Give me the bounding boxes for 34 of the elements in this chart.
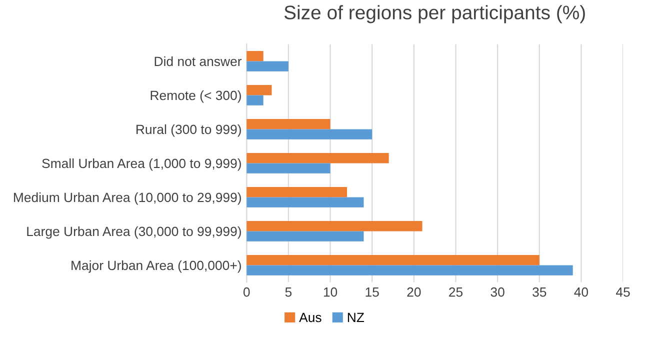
bar: [246, 231, 364, 242]
y-tick-label: Small Urban Area (1,000 to 9,999): [42, 158, 241, 171]
y-tick-label: Rural (300 to 999): [136, 124, 241, 137]
bar: [246, 163, 330, 174]
x-tick-label: 45: [616, 288, 630, 297]
x-tick-label: 20: [407, 287, 421, 297]
x-tick-label: 15: [366, 288, 379, 297]
legend-label: Aus: [299, 312, 322, 322]
bar: [246, 255, 540, 266]
x-tick-label: 25: [449, 287, 463, 297]
bar: [246, 85, 272, 96]
bar: [246, 51, 264, 62]
bar: [246, 153, 389, 164]
bar: [246, 197, 364, 208]
bar: [246, 119, 330, 130]
y-tick-label: Major Urban Area (100,000+): [72, 260, 241, 273]
x-tick-label: 5: [285, 288, 292, 297]
bar: [246, 129, 372, 140]
bar: [246, 265, 573, 276]
x-tick-label: 0: [243, 287, 250, 297]
bar: [246, 221, 422, 232]
legend-label: NZ: [348, 312, 364, 322]
chart-title: Size of regions per participants (%): [284, 5, 585, 24]
y-tick-label: Large Urban Area (30,000 to 99,999): [27, 226, 241, 239]
x-tick-label: 35: [532, 287, 546, 297]
bar: [246, 95, 264, 106]
y-tick-label: Did not answer: [154, 56, 242, 66]
x-tick-label: 10: [324, 287, 338, 297]
x-tick-label: 40: [574, 287, 588, 297]
y-tick-label: Remote (< 300): [150, 90, 241, 103]
x-tick-label: 30: [490, 287, 504, 297]
y-tick-label: Medium Urban Area (10,000 to 29,999): [14, 192, 241, 205]
bar: [246, 61, 288, 72]
bar: [246, 187, 347, 198]
